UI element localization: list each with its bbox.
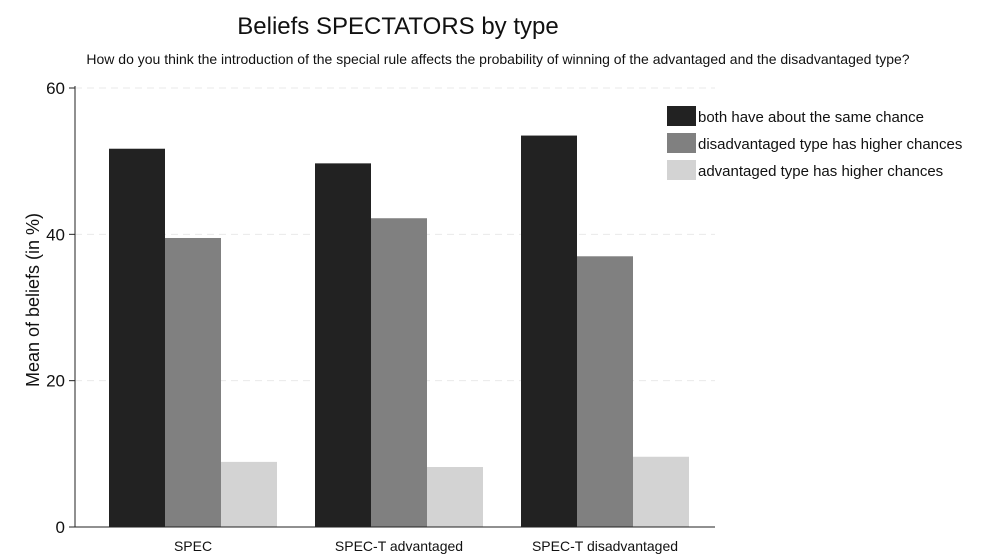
chart-title: Beliefs SPECTATORS by type: [237, 13, 558, 40]
bar: [109, 148, 165, 527]
legend: both have about the same chance disadvant…: [667, 106, 962, 180]
legend-label: advantaged type has higher chances: [698, 163, 943, 180]
x-tick-label: SPEC-T advantaged: [335, 538, 463, 554]
y-tick-label: 60: [46, 79, 65, 98]
bar: [577, 256, 633, 527]
legend-swatch: [667, 106, 696, 126]
legend-label: disadvantaged type has higher chances: [698, 136, 962, 153]
legend-swatch: [667, 133, 696, 153]
y-tick-label: 20: [46, 372, 65, 391]
y-tick-label: 40: [46, 225, 65, 244]
chart-subtitle: How do you think the introduction of the…: [86, 51, 909, 67]
y-tick-label: 0: [56, 518, 65, 537]
bars: [109, 135, 689, 527]
legend-label: both have about the same chance: [698, 109, 924, 126]
x-tick-label: SPEC: [174, 538, 212, 554]
axes: 0 20 40 60 SPEC SPEC-T advantaged SPEC-T disad…: [46, 79, 715, 554]
bar: [221, 461, 277, 527]
bar: [633, 456, 689, 527]
bar: [165, 237, 221, 527]
bar: [427, 467, 483, 527]
bar: [315, 163, 371, 527]
bar: [521, 135, 577, 527]
bar: [371, 218, 427, 527]
x-tick-label: SPEC-T disadvantaged: [532, 538, 678, 554]
y-axis-title: Mean of beliefs (in %): [23, 213, 43, 387]
legend-swatch: [667, 160, 696, 180]
